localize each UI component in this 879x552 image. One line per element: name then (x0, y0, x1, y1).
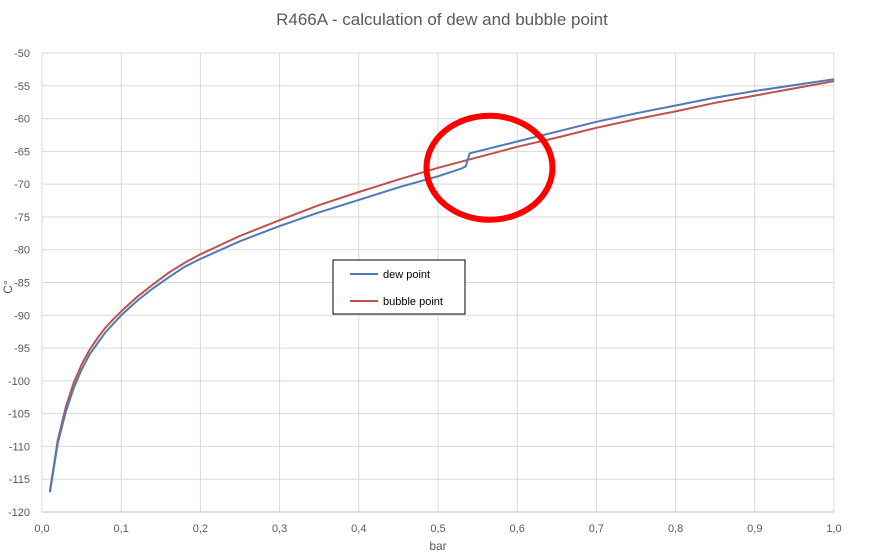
x-tick-label: 0,7 (589, 523, 604, 535)
x-tick-label: 0,3 (272, 523, 287, 535)
chart-title: R466A - calculation of dew and bubble po… (276, 10, 608, 29)
legend: dew point bubble point (332, 259, 466, 315)
x-tick-label: 0,5 (430, 523, 445, 535)
gridlines (41, 52, 835, 513)
legend-label-dew-point: dew point (383, 269, 430, 281)
y-tick-label: -105 (8, 409, 30, 421)
x-tick-label: 0,2 (193, 523, 208, 535)
y-tick-label: -70 (14, 179, 30, 191)
x-tick-label: 1,0 (826, 523, 841, 535)
y-tick-label: -75 (14, 212, 30, 224)
y-tick-label: -95 (14, 343, 30, 355)
legend-box (332, 259, 466, 315)
x-tick-label: 0,6 (510, 523, 525, 535)
y-tick-label: -55 (14, 81, 30, 93)
x-tick-label: 0,0 (34, 523, 49, 535)
y-tick-label: -100 (8, 376, 30, 388)
y-tick-label: -85 (14, 278, 30, 290)
x-axis-label: bar (429, 539, 446, 552)
series-line-bubble-point (48, 80, 835, 492)
y-tick-label: -50 (14, 48, 30, 60)
x-tick-label: 0,4 (351, 523, 366, 535)
x-tick-label: 0,8 (668, 523, 683, 535)
y-tick-label: -80 (14, 245, 30, 257)
tick-labels: -50 -55 -60 -65 -70 -75 -80 -85 -90 -95 -100 -105 -1… (8, 48, 842, 535)
series-line-dew-point (48, 78, 835, 493)
x-tick-label: 0,9 (747, 523, 762, 535)
legend-label-bubble-point: bubble point (383, 296, 443, 308)
y-axis-label: C° (1, 280, 15, 294)
x-tick-label: 0,1 (114, 523, 129, 535)
y-tick-label: -65 (14, 146, 30, 158)
y-tick-label: -120 (8, 507, 30, 519)
y-tick-label: -90 (14, 310, 30, 322)
series-lines (48, 78, 835, 493)
highlight-circle (423, 112, 556, 223)
y-tick-label: -115 (9, 474, 30, 486)
y-tick-label: -60 (14, 114, 30, 126)
y-tick-label: -110 (9, 441, 30, 453)
